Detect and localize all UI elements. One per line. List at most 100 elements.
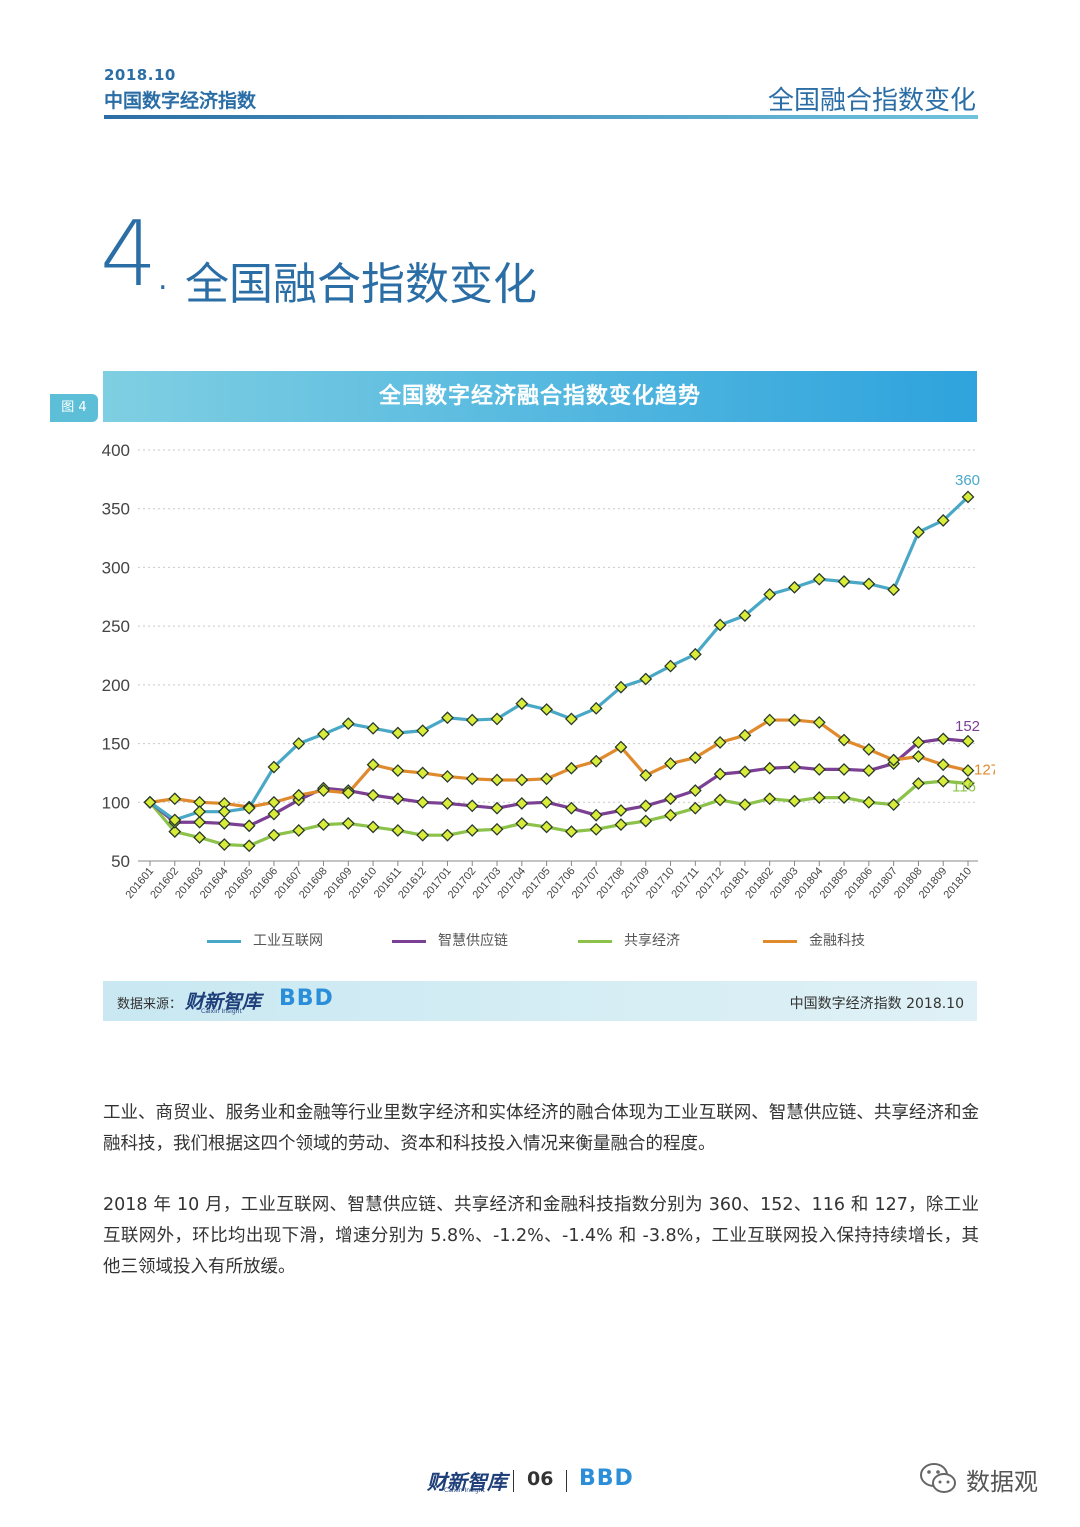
data-point (490, 712, 504, 726)
data-point (193, 831, 206, 844)
data-point (540, 795, 554, 809)
section-dot: . (158, 262, 168, 297)
data-point (564, 801, 578, 815)
data-point (788, 713, 801, 727)
data-point (837, 762, 851, 776)
paragraph-intro: 工业、商贸业、服务业和金融等行业里数字经济和实体经济的融合体现为工业互联网、智慧… (103, 1103, 979, 1154)
data-point (465, 713, 479, 727)
data-point (366, 788, 380, 802)
data-point (416, 795, 430, 809)
data-point (788, 760, 801, 774)
data-point (961, 490, 975, 504)
data-point (341, 817, 355, 830)
footer-separator (513, 1470, 514, 1492)
series-line (148, 779, 969, 848)
data-point (936, 514, 950, 527)
data-point (366, 721, 380, 735)
data-point (292, 788, 306, 802)
legend-label: 共享经济 (624, 933, 680, 949)
wechat-icon (920, 1463, 956, 1493)
data-point (639, 814, 653, 828)
data-point (589, 701, 603, 715)
data-point (688, 801, 702, 815)
data-point (515, 773, 529, 787)
source-right-text: 中国数字经济指数 2018.10 (789, 996, 964, 1012)
data-point (713, 767, 727, 781)
data-point (936, 732, 950, 746)
data-point (887, 798, 901, 812)
data-point (564, 761, 578, 775)
data-point (961, 734, 975, 748)
legend-item-industrial-internet: 工业互联网 (207, 930, 323, 952)
figure-tag: 图 4 (50, 394, 98, 422)
data-point (614, 680, 628, 694)
data-point (515, 797, 529, 810)
source-bar (103, 981, 977, 1021)
data-point (763, 713, 777, 727)
data-point (317, 727, 330, 741)
data-point (912, 750, 925, 763)
data-point (738, 609, 752, 622)
data-point (391, 824, 405, 837)
data-point (341, 786, 355, 800)
data-point (713, 618, 727, 632)
data-point (788, 794, 801, 808)
footer-bbd-logo: BBD (579, 1466, 634, 1491)
data-point (837, 791, 851, 805)
section-title: 全国融合指数变化 (185, 259, 537, 310)
y-tick-label: 200 (102, 676, 130, 695)
data-point (465, 799, 479, 813)
data-point (639, 672, 653, 686)
data-point (738, 728, 752, 742)
data-point (589, 808, 603, 822)
data-point (540, 820, 554, 834)
data-point (887, 583, 901, 597)
legend-swatch (763, 939, 797, 943)
data-point (664, 659, 677, 673)
data-point (564, 712, 578, 726)
header-divider (104, 115, 978, 119)
data-point (490, 801, 504, 815)
data-point (639, 799, 653, 813)
data-point (465, 824, 479, 837)
section-number: 4 (100, 202, 158, 307)
series-end-label: 127 (974, 762, 995, 779)
data-point (515, 697, 529, 711)
data-point (267, 807, 281, 821)
data-point (688, 647, 702, 661)
data-point (267, 760, 281, 774)
data-point (912, 735, 925, 749)
series-end-label: 152 (955, 718, 980, 735)
data-point (341, 717, 355, 731)
data-point (936, 758, 950, 772)
data-point (242, 819, 256, 833)
data-point (664, 757, 677, 770)
data-point (441, 770, 454, 783)
legend-label: 智慧供应链 (438, 933, 508, 949)
data-point (788, 580, 801, 594)
data-point (763, 588, 777, 601)
data-point (812, 791, 826, 805)
data-point (540, 772, 554, 786)
report-title: 中国数字经济指数 (104, 90, 257, 112)
legend-label: 工业互联网 (253, 933, 323, 949)
data-point (614, 818, 628, 832)
data-point (416, 828, 430, 842)
series-line (148, 737, 969, 828)
caixin-logo-subtitle: Caixin Insight (201, 1008, 242, 1015)
data-point (242, 801, 256, 815)
data-point (738, 798, 752, 812)
data-point (614, 804, 628, 817)
data-point (416, 766, 430, 780)
data-point (366, 758, 380, 772)
data-point (812, 762, 826, 776)
y-tick-label: 350 (102, 500, 130, 519)
data-point (391, 792, 405, 806)
data-point (416, 724, 430, 738)
y-tick-label: 50 (111, 852, 130, 871)
data-point (837, 575, 851, 588)
data-point (738, 765, 752, 779)
footer-caixin-logo: 财新智库 (427, 1470, 507, 1494)
data-point (267, 828, 281, 842)
data-point (317, 784, 330, 797)
